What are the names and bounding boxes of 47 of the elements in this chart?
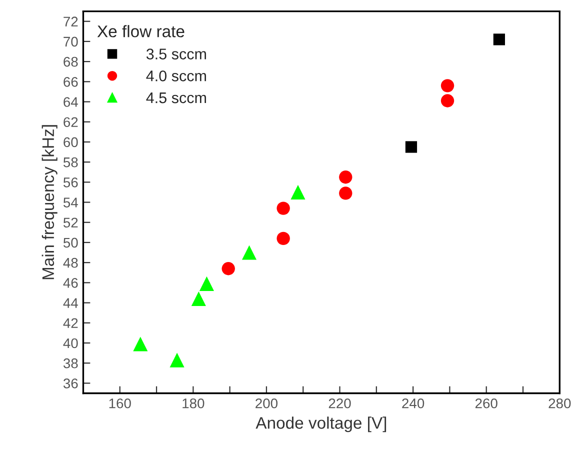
point <box>276 232 290 246</box>
y-tick-label: 64 <box>64 97 78 107</box>
y-tick-label: 52 <box>63 218 78 228</box>
point <box>440 79 454 92</box>
y-tick-label: 56 <box>63 178 78 188</box>
x-axis-title: Anode voltage [V] <box>256 416 386 432</box>
y-tick-label: 58 <box>63 157 78 168</box>
point <box>191 291 206 306</box>
y-tick-label: 66 <box>64 76 78 87</box>
x-tick-label: 260 <box>475 398 498 408</box>
x-tick-label: 180 <box>182 398 204 408</box>
y-tick-label: 62 <box>64 117 78 128</box>
y-tick-label: 54 <box>63 198 78 208</box>
y-tick-label: 60 <box>64 137 78 148</box>
y-tick-label: 70 <box>64 36 78 47</box>
legend-label: 4.0 sccm <box>146 70 206 82</box>
point <box>199 276 214 291</box>
legend-title: Xe flow rate <box>97 25 184 38</box>
x-tick-label: 220 <box>328 398 351 408</box>
y-tick-label: 46 <box>63 278 78 288</box>
point <box>405 141 418 153</box>
y-tick-label: 72 <box>64 16 78 26</box>
point <box>222 262 235 276</box>
y-tick-label: 38 <box>63 358 78 368</box>
y-tick-label: 42 <box>63 318 78 328</box>
legend-label: 4.5 sccm <box>146 92 206 104</box>
y-tick-label: 36 <box>63 378 78 388</box>
point <box>242 245 257 260</box>
y-tick-label: 50 <box>63 238 78 248</box>
point <box>276 202 290 215</box>
x-tick-label: 280 <box>548 398 571 408</box>
y-tick-label: 48 <box>63 258 78 268</box>
point <box>339 170 352 184</box>
point <box>440 94 454 108</box>
x-tick-label: 240 <box>402 398 424 408</box>
y-tick-label: 40 <box>63 338 78 348</box>
point <box>339 186 352 200</box>
x-tick-label: 160 <box>109 398 131 408</box>
point <box>133 336 148 352</box>
point <box>493 34 505 46</box>
y-tick-label: 44 <box>63 298 78 308</box>
y-tick-label: 68 <box>64 56 78 67</box>
y-axis-title: Main frequency [kHz] <box>42 125 58 280</box>
legend-label: 3.5 sccm <box>146 48 206 60</box>
point <box>170 352 184 368</box>
point <box>290 184 306 200</box>
x-tick-label: 200 <box>256 398 278 408</box>
